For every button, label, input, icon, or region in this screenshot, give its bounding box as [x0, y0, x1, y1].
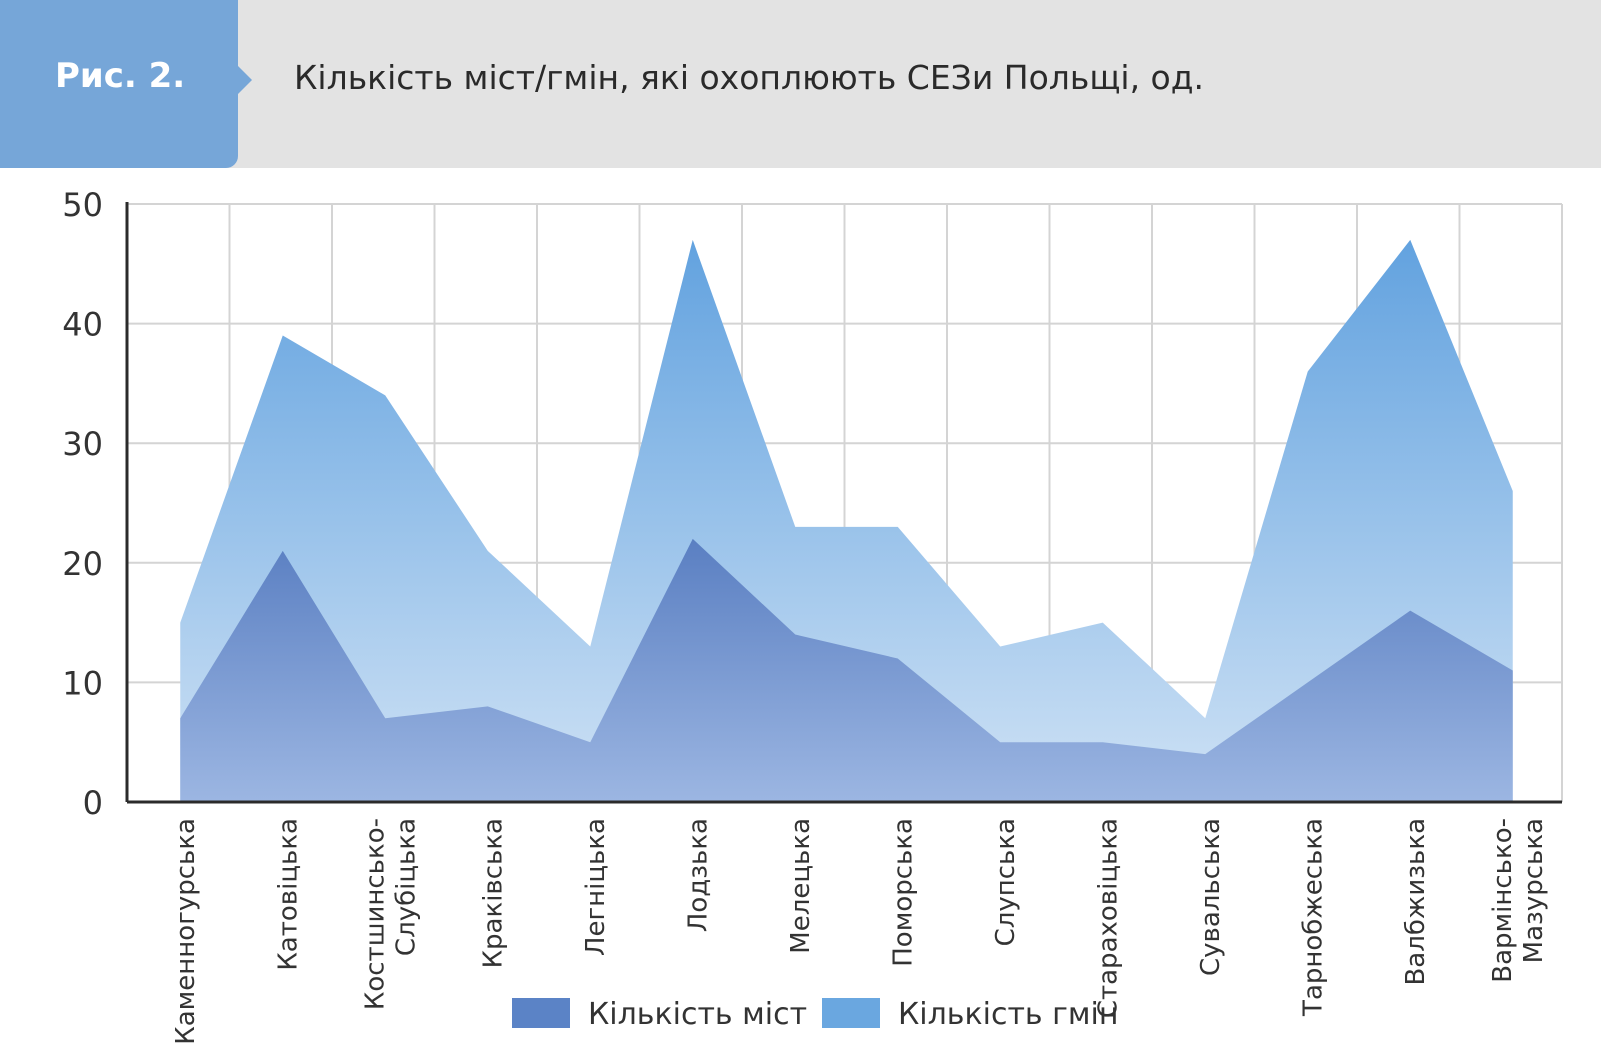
- x-tick-label-line: Костшинсько-: [360, 818, 390, 1010]
- x-tick-label-line: Тарнобжеська: [1298, 818, 1328, 1017]
- x-tick-label-line: Слубіцька: [391, 818, 421, 956]
- x-tick-label: Сувальська: [1196, 818, 1226, 976]
- x-tick-label-line: Стараховіцька: [1093, 818, 1123, 1018]
- x-tick-label: Лодзька: [683, 818, 713, 932]
- legend: Кількість міст Кількість гмін: [512, 997, 1118, 1032]
- x-tick-label: Костшинсько- Слубіцька: [360, 818, 421, 1010]
- x-tick-label-line: Каменногурська: [171, 818, 201, 1045]
- legend-swatch: [822, 998, 880, 1028]
- x-tick-label: Стараховіцька: [1093, 818, 1123, 1018]
- x-tick-label: Мелецька: [786, 818, 816, 954]
- series-area: [180, 538, 1513, 802]
- x-tick-label-line: Краківська: [478, 818, 508, 968]
- x-tick-label-line: Валбжизька: [1401, 818, 1431, 986]
- figure-title: Кількість міст/гмін, які охоплюють СЕЗи …: [294, 58, 1205, 97]
- x-tick-label: Краківська: [478, 818, 508, 968]
- y-tick-label: 0: [83, 784, 103, 822]
- x-tick-label-line: Вармінсько-: [1488, 818, 1518, 983]
- legend-swatch: [512, 998, 570, 1028]
- x-tick-label: Легніцька: [581, 818, 611, 956]
- y-tick-labels: 0 10 20 30 40 50: [62, 186, 103, 822]
- series-areas: [180, 239, 1513, 802]
- x-tick-labels: Каменногурська Катовіцька Костшинсько- Слуб…: [171, 818, 1549, 1045]
- y-tick-label: 10: [62, 664, 103, 702]
- y-tick-label: 30: [62, 425, 103, 463]
- x-tick-label: Катовіцька: [273, 818, 303, 971]
- x-tick-label-line: Легніцька: [581, 818, 611, 956]
- axes: [125, 202, 1562, 804]
- x-tick-label-line: Мелецька: [786, 818, 816, 954]
- x-tick-label-line: Катовіцька: [273, 818, 303, 971]
- y-tick-label: 50: [62, 186, 103, 224]
- x-tick-label-line: Лодзька: [683, 818, 713, 932]
- legend-label: Кількість міст: [588, 997, 807, 1032]
- y-tick-label: 40: [62, 306, 103, 344]
- x-tick-label: Слупська: [991, 818, 1021, 946]
- x-tick-label-line: Сувальська: [1196, 818, 1226, 976]
- x-tick-label: Вармінсько- Мазурська: [1488, 818, 1549, 983]
- figure-tab: [0, 0, 238, 168]
- x-tick-label: Тарнобжеська: [1298, 818, 1328, 1017]
- x-tick-label-line: Слупська: [991, 818, 1021, 946]
- x-tick-label: Поморська: [888, 818, 918, 967]
- x-tick-label: Валбжизька: [1401, 818, 1431, 986]
- figure-tab-arrow: [238, 66, 252, 94]
- x-tick-label: Каменногурська: [171, 818, 201, 1045]
- y-tick-label: 20: [62, 545, 103, 583]
- header-bar: Рис. 2. Кількість міст/гмін, які охоплюю…: [0, 0, 1601, 168]
- series-area: [180, 239, 1513, 802]
- figure-label: Рис. 2.: [55, 56, 186, 96]
- x-tick-label-line: Мазурська: [1519, 818, 1549, 963]
- x-tick-label-line: Поморська: [888, 818, 918, 967]
- area-chart: 0 10 20 30 40 50 Каменногурська Катовіцька Кост…: [62, 186, 1563, 1045]
- legend-label: Кількість гмін: [898, 997, 1118, 1032]
